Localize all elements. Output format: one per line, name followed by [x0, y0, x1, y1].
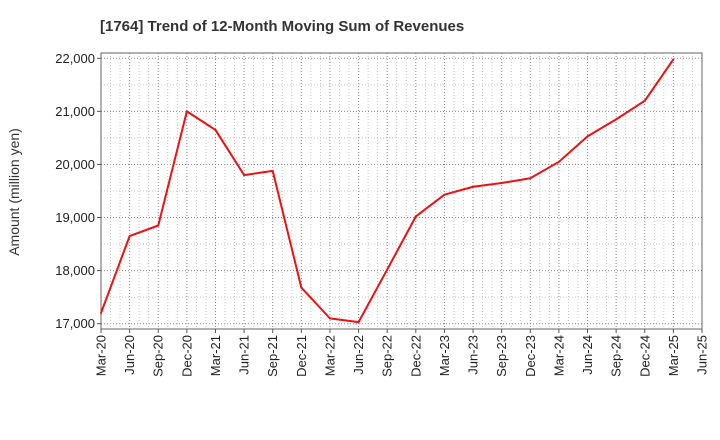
data-point [443, 193, 446, 196]
data-point [472, 185, 475, 188]
data-point [157, 224, 160, 227]
x-tick-label: Sep-23 [494, 335, 509, 377]
x-tick-label: Sep-24 [609, 335, 624, 377]
x-tick-label: Dec-22 [408, 335, 423, 377]
x-tick-label: Dec-23 [523, 335, 538, 377]
x-tick-label: Sep-20 [151, 335, 166, 377]
data-point [128, 235, 131, 238]
x-tick-label: Mar-25 [666, 335, 681, 376]
grid [100, 53, 703, 329]
plot-area-frame [100, 52, 703, 330]
y-tick-label: 21,000 [55, 104, 95, 119]
x-axis-ticks: Mar-20 Jun-20 Sep-20 Dec-20 Mar-21 Jun-21 Sep-… [94, 329, 710, 377]
y-tick-label: 18,000 [55, 263, 95, 278]
data-point [529, 177, 532, 180]
data-point [386, 268, 389, 271]
y-tick-label: 17,000 [55, 316, 95, 331]
data-point [271, 169, 274, 172]
x-tick-label: Jun-25 [695, 335, 710, 375]
x-tick-label: Sep-21 [265, 335, 280, 377]
data-point [100, 312, 102, 315]
x-tick-label: Jun-20 [122, 335, 137, 375]
data-point [214, 128, 217, 131]
x-tick-label: Dec-24 [637, 335, 652, 377]
x-tick-label: Mar-23 [437, 335, 452, 376]
data-point [243, 174, 246, 177]
data-point [300, 286, 303, 289]
chart-title: [1764] Trend of 12-Month Moving Sum of R… [100, 18, 464, 35]
data-point [357, 321, 360, 324]
x-tick-label: Mar-21 [208, 335, 223, 376]
x-tick-label: Jun-24 [580, 335, 595, 375]
y-tick-label: 22,000 [55, 51, 95, 66]
x-tick-label: Sep-22 [380, 335, 395, 377]
data-point [414, 215, 417, 218]
series-layer [100, 58, 675, 324]
y-axis-ticks: 17,000 18,000 19,000 20,000 21,000 22,000 [55, 51, 101, 331]
data-point [500, 182, 503, 185]
y-axis-label: Amount (million yen) [6, 128, 22, 256]
data-point [557, 160, 560, 163]
x-tick-label: Mar-24 [551, 335, 566, 376]
y-tick-label: 19,000 [55, 210, 95, 225]
y-tick-label: 20,000 [55, 157, 95, 172]
data-point [185, 110, 188, 113]
x-tick-label: Jun-21 [237, 335, 252, 375]
data-point [615, 118, 618, 121]
x-tick-label: Jun-22 [351, 335, 366, 375]
data-point [672, 58, 675, 61]
data-point [586, 135, 589, 138]
x-tick-label: Dec-20 [179, 335, 194, 377]
x-tick-label: Jun-23 [466, 335, 481, 375]
x-tick-label: Dec-21 [294, 335, 309, 377]
x-tick-label: Mar-22 [322, 335, 337, 376]
data-point [643, 99, 646, 102]
x-tick-label: Mar-20 [94, 335, 109, 376]
data-point [328, 317, 331, 320]
